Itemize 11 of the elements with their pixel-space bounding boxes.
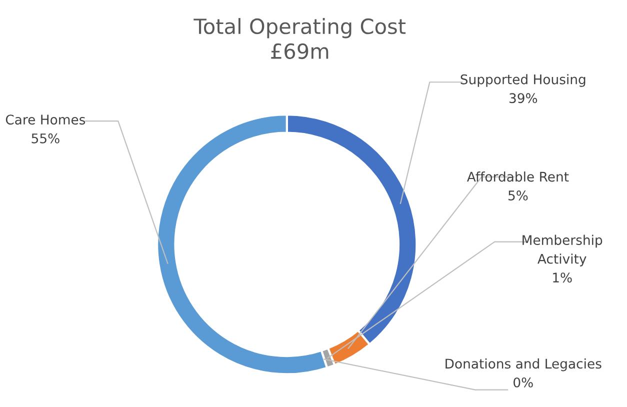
slice-label: Membership Activity (522, 234, 602, 266)
category-label: Donations and Legacies (446, 358, 602, 372)
slice-label: Supported Housing (460, 74, 586, 87)
data-label: 5% (508, 190, 528, 200)
slice-label: Affordable Rent (466, 171, 569, 182)
chart-title: Total Operating Cost £69m (194, 18, 406, 60)
data-label: 1% (553, 272, 572, 283)
data-label: 55% (32, 133, 60, 144)
data-label: 39% (509, 93, 538, 104)
slice-label: Care Homes (6, 114, 86, 125)
text: 0% (514, 377, 533, 388)
